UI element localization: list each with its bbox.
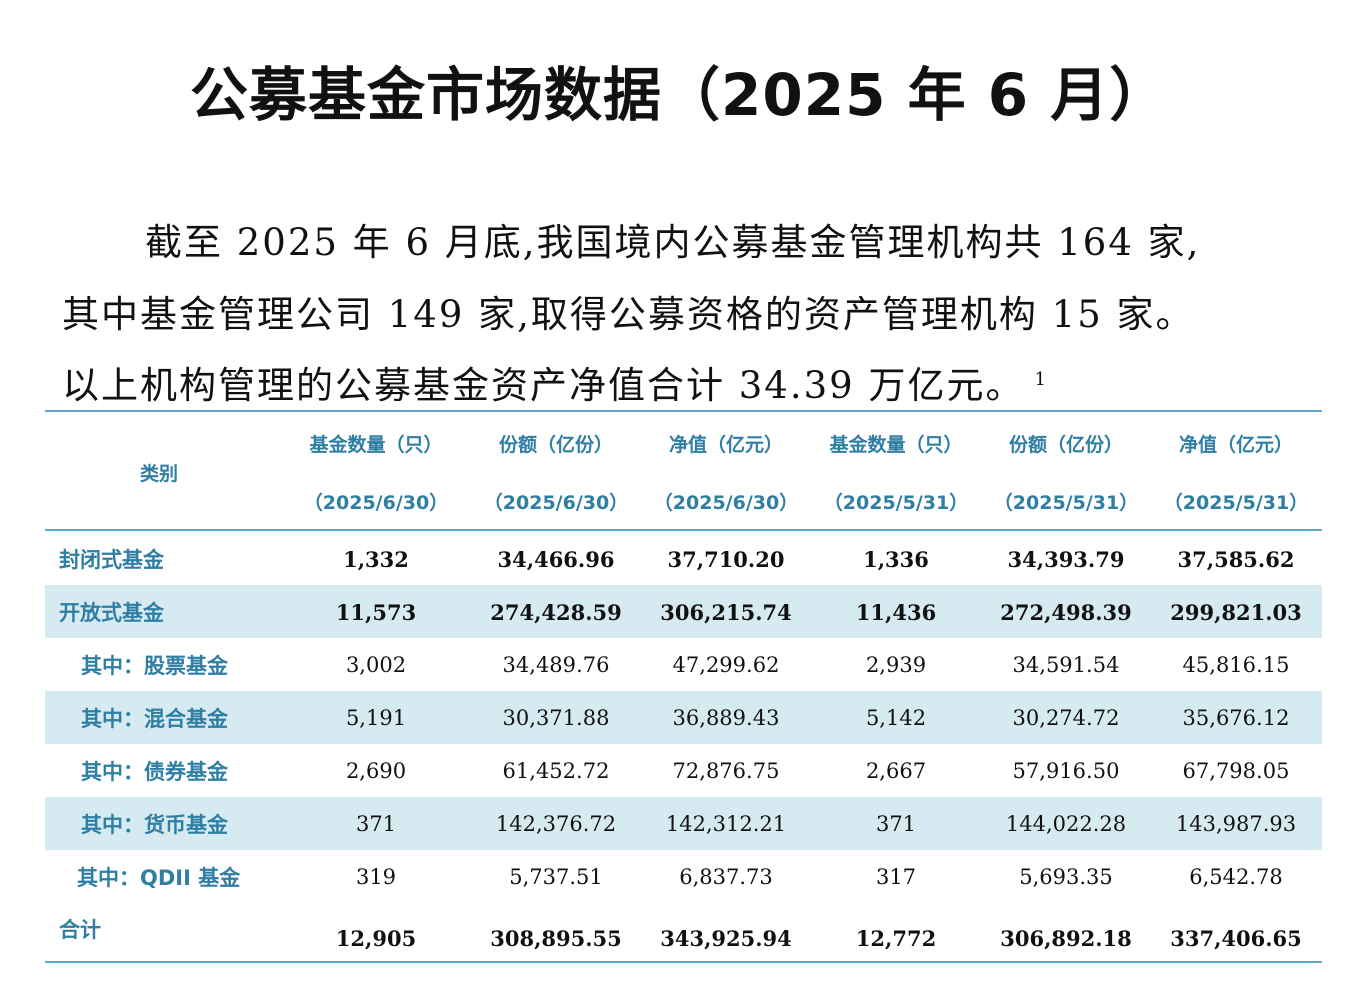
table-cell: 299,821.03 xyxy=(1170,600,1302,625)
table-row: 封闭式基金 1,332 34,466.96 37,710.20 1,336 34… xyxy=(45,532,1322,585)
column-header-title: 净值（亿元） xyxy=(1178,434,1293,456)
row-label: 其中：债券基金 xyxy=(81,760,228,784)
column-header-date: （2025/6/30） xyxy=(303,492,449,514)
table-cell: 2,690 xyxy=(345,759,407,783)
row-label: 其中：混合基金 xyxy=(81,707,228,731)
table-cell: 343,925.94 xyxy=(660,926,792,951)
table-cell: 337,406.65 xyxy=(1170,926,1302,951)
table-row-total: 合计 12,905 308,895.55 343,925.94 12,772 3… xyxy=(45,904,1322,961)
table-top-rule xyxy=(45,410,1322,412)
page-title: 公募基金市场数据（2025 年 6 月） xyxy=(190,61,1169,129)
table-cell: 142,312.21 xyxy=(665,812,787,836)
table-bottom-rule xyxy=(45,961,1322,963)
table-cell: 306,215.74 xyxy=(660,600,792,625)
table-cell: 37,710.20 xyxy=(667,547,785,572)
column-header-date: （2025/6/30） xyxy=(653,492,799,514)
footnote-marker[interactable]: 1 xyxy=(1034,368,1048,390)
table-cell: 371 xyxy=(875,812,917,836)
table-cell: 1,332 xyxy=(343,547,409,572)
row-label: 合计 xyxy=(59,918,101,942)
table-cell: 308,895.55 xyxy=(490,926,622,951)
table-cell: 34,466.96 xyxy=(497,547,615,572)
table-cell: 143,987.93 xyxy=(1175,812,1297,836)
paragraph-line-3: 以上机构管理的公募基金资产净值合计 34.39 万亿元。 1 xyxy=(62,355,1282,409)
table-cell: 30,274.72 xyxy=(1012,706,1120,730)
table-cell: 1,336 xyxy=(863,547,929,572)
table-cell: 144,022.28 xyxy=(1005,812,1127,836)
column-header-date: （2025/5/31） xyxy=(1163,492,1309,514)
table-row: 其中：股票基金 3,002 34,489.76 47,299.62 2,939 … xyxy=(45,638,1322,691)
table-cell: 5,737.51 xyxy=(509,865,603,889)
row-label: 其中：股票基金 xyxy=(81,654,228,678)
column-header-title: 基金数量（只） xyxy=(309,434,443,456)
table-cell: 47,299.62 xyxy=(672,653,780,677)
column-header-title: 份额（亿份） xyxy=(498,434,613,456)
table-cell: 45,816.15 xyxy=(1182,653,1290,677)
table-cell: 57,916.50 xyxy=(1012,759,1120,783)
column-header-title: 份额（亿份） xyxy=(1008,434,1123,456)
table-row: 开放式基金 11,573 274,428.59 306,215.74 11,43… xyxy=(45,585,1322,638)
table-cell: 371 xyxy=(355,812,397,836)
table-cell: 72,876.75 xyxy=(672,759,780,783)
column-header-date: （2025/5/31） xyxy=(993,492,1139,514)
table-cell: 34,591.54 xyxy=(1012,653,1120,677)
table-cell: 274,428.59 xyxy=(490,600,622,625)
table-cell: 5,191 xyxy=(345,706,407,730)
table-row: 其中：债券基金 2,690 61,452.72 72,876.75 2,667 … xyxy=(45,744,1322,797)
table-cell: 6,542.78 xyxy=(1189,865,1283,889)
table-cell: 12,772 xyxy=(855,926,937,951)
table-cell: 37,585.62 xyxy=(1177,547,1295,572)
table-cell: 34,489.76 xyxy=(502,653,610,677)
table-header-rule xyxy=(45,529,1322,531)
paragraph-line-3-text: 以上机构管理的公募基金资产净值合计 34.39 万亿元。 xyxy=(62,364,1025,407)
table-cell: 61,452.72 xyxy=(502,759,610,783)
column-header-title: 基金数量（只） xyxy=(829,434,963,456)
row-label: 开放式基金 xyxy=(59,601,164,625)
paragraph-line-1: 截至 2025 年 6 月底,我国境内公募基金管理机构共 164 家, xyxy=(145,221,1201,264)
row-label: 其中：QDII 基金 xyxy=(77,866,241,890)
table-row: 其中：混合基金 5,191 30,371.88 36,889.43 5,142 … xyxy=(45,691,1322,744)
paragraph-line-2: 其中基金管理公司 149 家,取得公募资格的资产管理机构 15 家。 xyxy=(62,293,1195,336)
row-label: 其中：货币基金 xyxy=(81,813,228,837)
table-cell: 5,142 xyxy=(865,706,927,730)
table-cell: 11,573 xyxy=(335,600,417,625)
table-cell: 30,371.88 xyxy=(502,706,610,730)
table-row: 其中：货币基金 371 142,376.72 142,312.21 371 14… xyxy=(45,797,1322,850)
table-cell: 35,676.12 xyxy=(1182,706,1290,730)
table-cell: 317 xyxy=(875,865,917,889)
table-row: 其中：QDII 基金 319 5,737.51 6,837.73 317 5,6… xyxy=(45,850,1322,903)
table-cell: 319 xyxy=(355,865,397,889)
table-cell: 2,939 xyxy=(865,653,927,677)
table-cell: 5,693.35 xyxy=(1019,865,1113,889)
column-header-title: 净值（亿元） xyxy=(668,434,783,456)
table-cell: 306,892.18 xyxy=(1000,926,1132,951)
table-cell: 12,905 xyxy=(335,926,417,951)
table-cell: 3,002 xyxy=(345,653,407,677)
table-cell: 34,393.79 xyxy=(1007,547,1125,572)
table-cell: 272,498.39 xyxy=(1000,600,1132,625)
table-cell: 6,837.73 xyxy=(679,865,773,889)
category-header: 类别 xyxy=(140,463,179,485)
table-cell: 2,667 xyxy=(865,759,927,783)
row-label: 封闭式基金 xyxy=(59,548,164,572)
table-cell: 36,889.43 xyxy=(672,706,780,730)
column-header-date: （2025/6/30） xyxy=(483,492,629,514)
table-cell: 11,436 xyxy=(855,600,937,625)
column-header-date: （2025/5/31） xyxy=(823,492,969,514)
table-cell: 142,376.72 xyxy=(495,812,617,836)
table-cell: 67,798.05 xyxy=(1182,759,1290,783)
